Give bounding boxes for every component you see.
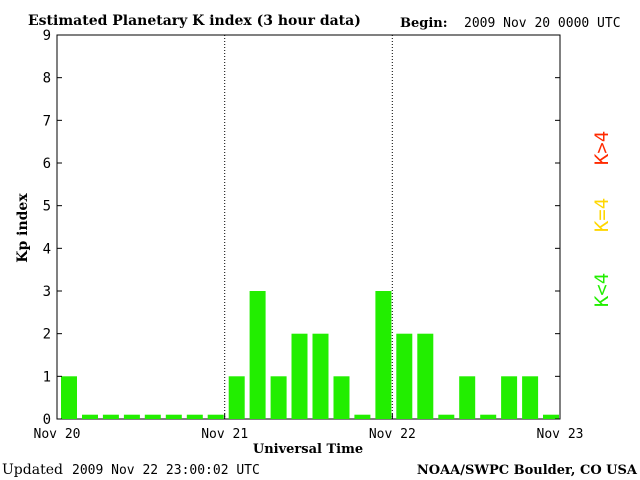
y-tick-label-8: 8 (43, 71, 51, 87)
bar-6 (186, 414, 203, 419)
bar-2 (102, 414, 119, 419)
plot-frame (56, 34, 561, 420)
bar-19 (459, 376, 476, 419)
bar-3 (123, 414, 140, 419)
bar-23 (543, 414, 559, 419)
legend-k-less-4: K<4 (591, 273, 613, 307)
y-tick-label-3: 3 (43, 284, 51, 300)
source-credit: NOAA/SWPC Boulder, CO USA (417, 463, 638, 478)
bar-11 (291, 333, 308, 419)
bar-series (61, 291, 559, 419)
bar-1 (82, 414, 98, 419)
x-tick-label-3: Nov 23 (537, 427, 584, 442)
y-tick-label-6: 6 (43, 156, 51, 172)
x-axis-label: Universal Time (253, 442, 363, 457)
x-tick-label-0: Nov 20 (34, 427, 81, 442)
bar-15 (375, 291, 392, 419)
bar-13 (333, 376, 350, 419)
bar-8 (228, 376, 245, 419)
bar-7 (207, 414, 224, 419)
y-tick-label-0: 0 (43, 412, 51, 428)
updated-label: Updated (2, 462, 63, 478)
bar-22 (522, 376, 539, 419)
bar-20 (480, 414, 497, 419)
legend-k-equal-4: K=4 (591, 198, 613, 232)
y-tick-label-5: 5 (43, 199, 51, 215)
bar-16 (396, 333, 413, 419)
y-axis-label: Kp index (15, 193, 31, 263)
bar-9 (249, 291, 266, 419)
y-tick-label-1: 1 (43, 369, 51, 385)
x-tick-label-1: Nov 21 (201, 427, 248, 442)
y-axis-ticks: 0 1 2 3 4 5 6 7 8 9 (43, 28, 560, 428)
updated-value: 2009 Nov 22 23:00:02 UTC (72, 463, 260, 478)
bar-12 (312, 333, 329, 419)
bar-10 (270, 376, 287, 419)
x-axis-ticks: Nov 20 Nov 21 Nov 22 Nov 23 (34, 414, 584, 442)
bar-18 (438, 414, 455, 419)
bar-21 (501, 376, 518, 419)
y-tick-label-2: 2 (43, 327, 51, 343)
y-tick-label-9: 9 (43, 28, 51, 44)
bar-14 (354, 414, 371, 419)
bar-0 (61, 376, 77, 419)
y-tick-label-4: 4 (43, 241, 51, 257)
x-tick-label-2: Nov 22 (369, 427, 416, 442)
legend-k-greater-4: K>4 (591, 131, 613, 165)
bar-4 (144, 414, 161, 419)
chart-title: Estimated Planetary K index (3 hour data… (28, 13, 361, 29)
bar-17 (417, 333, 434, 419)
begin-label: Begin: (400, 16, 448, 31)
begin-value: 2009 Nov 20 0000 UTC (464, 16, 621, 31)
y-tick-label-7: 7 (43, 113, 51, 129)
bar-5 (165, 414, 182, 419)
